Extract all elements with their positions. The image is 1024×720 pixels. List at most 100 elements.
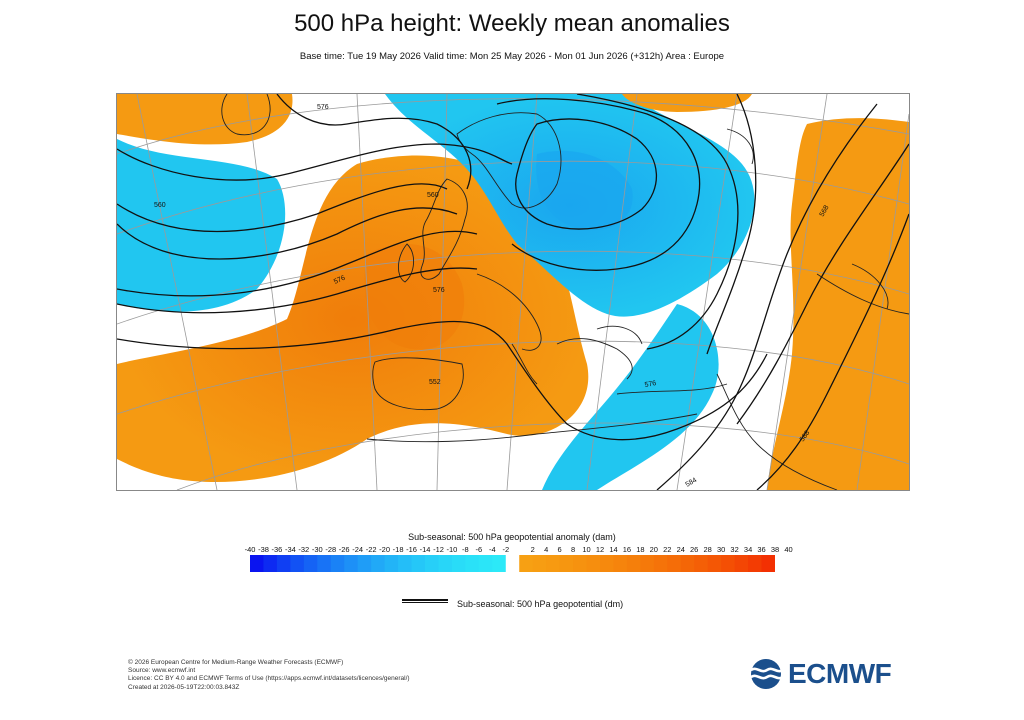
- anomaly-fields: [117, 94, 909, 490]
- colorbar-segment: [721, 555, 736, 572]
- anomaly-map: 576 560 576 560 552 576 568 584 576 588: [116, 93, 910, 491]
- positive-anomaly-north: [622, 94, 752, 112]
- colorbar-segment: [492, 555, 507, 572]
- colorbar-segment: [748, 555, 763, 572]
- colorbar-segment: [707, 555, 722, 572]
- colorbar-segment: [398, 555, 413, 572]
- colorbar-tick-label: -10: [446, 545, 458, 554]
- colorbar-tick-label: 24: [676, 545, 685, 554]
- contour-label: 576: [333, 274, 347, 285]
- colorbar-segment: [573, 555, 588, 572]
- chart-subtitle: Base time: Tue 19 May 2026 Valid time: M…: [299, 51, 725, 62]
- colorbar-segment: [371, 555, 386, 572]
- ecmwf-logo-text: ECMWF: [788, 658, 892, 689]
- colorbar-tick-label: 18: [636, 545, 645, 554]
- colorbar-segment: [465, 555, 480, 572]
- colorbar-tick-label: -32: [298, 545, 310, 554]
- colorbar-gap: [505, 555, 520, 572]
- contour-label: 576: [433, 287, 445, 294]
- geopotential-contours: [117, 94, 909, 490]
- colorbar-tick-label: 26: [690, 545, 699, 554]
- colorbar-segment: [303, 555, 318, 572]
- contour-label: 576: [644, 380, 657, 389]
- colorbar-segment: [586, 555, 601, 572]
- colorbar-tick-label: -28: [325, 545, 337, 554]
- colorbar-segment: [653, 555, 668, 572]
- colorbar-segment: [667, 555, 682, 572]
- contour-label: 584: [685, 477, 699, 489]
- colorbar-segment: [613, 555, 628, 572]
- colorbar-segment: [411, 555, 426, 572]
- colorbar-tick-label: -34: [284, 545, 296, 554]
- contour-legend-line: [402, 599, 448, 603]
- colorbar-tick-label: 4: [544, 545, 549, 554]
- colorbar-segment: [532, 555, 547, 572]
- colorbar-segment: [290, 555, 305, 572]
- colorbar-tick-label: -26: [338, 545, 350, 554]
- colorbar-tick-label: -12: [433, 545, 444, 554]
- colorbar-segment: [546, 555, 561, 572]
- colorbar-tick-label: -36: [271, 545, 283, 554]
- colorbar-segment: [425, 555, 439, 572]
- contour-label: 568: [819, 204, 831, 218]
- colorbar-tick-label: 20: [649, 545, 658, 554]
- contour-label: 576: [317, 104, 329, 111]
- created-line: Created at 2026-05-19T22:00:03.843Z: [128, 683, 240, 691]
- colorbar-tick-label: -18: [392, 545, 404, 554]
- coastlines: [221, 94, 909, 490]
- graticule: [117, 94, 909, 490]
- negative-anomaly-west: [117, 139, 286, 312]
- colorbar-tick-label: -40: [244, 545, 256, 554]
- positive-anomaly-northwest: [117, 94, 293, 145]
- colorbar-tick-label: 6: [557, 545, 562, 554]
- positive-anomaly-central: [117, 155, 589, 483]
- colorbar-tick-label: 2: [530, 545, 535, 554]
- ecmwf-logo: ECMWF: [749, 657, 909, 693]
- colorbar-segment: [559, 555, 574, 572]
- colorbar-tick-label: 22: [663, 545, 672, 554]
- colorbar-tick-label: 16: [622, 545, 632, 554]
- chart-title: 500 hPa height: Weekly mean anomalies: [294, 10, 730, 37]
- colorbar-segment: [344, 555, 359, 572]
- colorbar-tick-label: -8: [462, 545, 469, 554]
- colorbar-segment: [734, 555, 749, 572]
- colorbar-tick-label: 14: [609, 545, 618, 554]
- colorbar-segment: [626, 555, 641, 572]
- colorbar-tick-label: 34: [743, 545, 753, 554]
- colorbar-segment: [680, 555, 695, 572]
- colorbar-tick-label: -20: [379, 545, 391, 554]
- colorbar-segment: [640, 555, 655, 572]
- colorbar-ticks: -40 -38 -36 -34 -32 -30 -28 -26 -24 -22 -20 -18 -16-…: [241, 545, 793, 555]
- colorbar-segment: [694, 555, 709, 572]
- colorbar-tick-label: -6: [475, 545, 483, 554]
- licence-line: Licence: CC BY 4.0 and ECMWF Terms of Us…: [128, 675, 410, 683]
- colorbar-title: Sub-seasonal: 500 hPa geopotential anoma…: [408, 532, 616, 542]
- colorbar-tick-label: -14: [419, 545, 431, 554]
- colorbar-tick-label: 40: [784, 545, 793, 554]
- colorbar-tick-label: 32: [730, 545, 739, 554]
- colorbar-tick-label: 38: [770, 545, 780, 554]
- colorbar-tick-label: -16: [406, 545, 417, 554]
- colorbar-tick-label: 36: [757, 545, 766, 554]
- colorbar-tick-label: -24: [352, 545, 364, 554]
- colorbar-tick-label: 12: [595, 545, 605, 554]
- colorbar-tick-label: 10: [582, 545, 591, 554]
- positive-anomaly-core: [364, 244, 465, 350]
- colorbar-segment: [384, 555, 399, 572]
- negative-anomaly-south: [542, 304, 719, 490]
- colorbar-tick-label: -38: [258, 545, 269, 554]
- colorbar-tick-label: -30: [311, 545, 323, 554]
- source-line: Source: www.ecmwf.int: [128, 667, 196, 675]
- contour-label: 552: [429, 379, 441, 386]
- colorbar-tick-label: -4: [488, 545, 496, 554]
- footer: © 2026 European Centre for Medium-Range …: [128, 659, 410, 692]
- colorbar-segment: [761, 555, 775, 572]
- colorbar-segment: [317, 555, 332, 572]
- contour-label: 560: [154, 202, 166, 209]
- ecmwf-logo-icon: [750, 659, 784, 689]
- contour-legend-label: Sub-seasonal: 500 hPa geopotential (dm): [457, 599, 624, 609]
- colorbar-tick-label: 30: [717, 545, 726, 554]
- colorbar-segment: [357, 555, 372, 572]
- colorbar-segment: [478, 555, 493, 572]
- colorbar-segment: [250, 555, 264, 572]
